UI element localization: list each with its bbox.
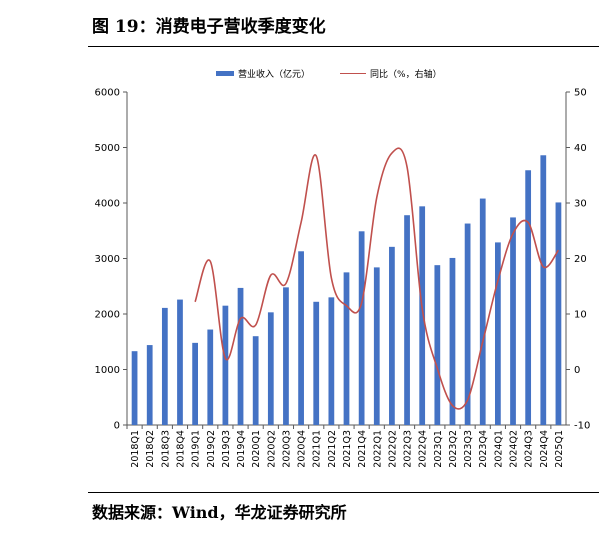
x-tick-label-2022Q4: 2022Q4: [418, 430, 429, 468]
legend-swatch-yoy: [340, 73, 367, 74]
bar-2024Q4: [540, 155, 547, 425]
legend: 营业收入（亿元） 同比（%，右轴）: [216, 67, 466, 80]
figure-title: 图 19：消费电子营收季度变化: [92, 17, 326, 37]
bar-2019Q3: [222, 305, 229, 425]
x-tick-label-2022Q1: 2022Q1: [372, 430, 383, 468]
bar-2020Q4: [298, 251, 304, 425]
bar-2018Q3: [161, 307, 168, 425]
left-tick-label-1: 1000: [95, 365, 120, 376]
x-tick-label-2019Q4: 2019Q4: [236, 430, 247, 468]
x-tick-label-2020Q2: 2020Q2: [266, 430, 277, 468]
x-tick-label-2023Q4: 2023Q4: [478, 430, 489, 468]
bar-2024Q3: [525, 170, 532, 425]
bar-2023Q1: [434, 265, 441, 425]
x-tick-label-2019Q2: 2019Q2: [206, 430, 217, 468]
right-tick-label-4: 30: [574, 199, 587, 210]
right-tick-label-0: -10: [574, 421, 590, 432]
legend-label-revenue: 营业收入（亿元）: [238, 70, 311, 80]
right-tick-label-5: 40: [574, 143, 587, 154]
bar-2025Q1: [555, 202, 562, 425]
x-tick-label-2022Q2: 2022Q2: [387, 430, 398, 468]
legend-item-revenue: 营业收入（亿元）: [216, 67, 310, 80]
bar-2022Q2: [389, 246, 395, 425]
left-tick-label-4: 4000: [95, 199, 120, 210]
x-tick-label-2021Q3: 2021Q3: [342, 430, 353, 468]
bar-2024Q2: [510, 217, 516, 425]
x-tick-label-2025Q1: 2025Q1: [554, 430, 565, 468]
x-tick-label-2020Q1: 2020Q1: [251, 430, 262, 468]
bar-2021Q1: [313, 301, 320, 425]
x-tick-label-2018Q3: 2018Q3: [160, 430, 171, 468]
x-tick-label-2024Q1: 2024Q1: [493, 430, 504, 468]
x-tick-label-2018Q4: 2018Q4: [175, 430, 186, 468]
x-tick-label-2020Q3: 2020Q3: [281, 430, 292, 468]
x-tick-label-2018Q1: 2018Q1: [130, 430, 141, 468]
bar-2023Q2: [449, 257, 456, 425]
bar-2020Q2: [267, 312, 274, 425]
x-tick-label-2023Q1: 2023Q1: [433, 430, 444, 468]
x-tick-label-2024Q2: 2024Q2: [509, 430, 520, 468]
x-tick-label-2019Q3: 2019Q3: [221, 430, 232, 468]
bar-2018Q2: [146, 345, 153, 425]
right-tick-label-3: 20: [574, 254, 587, 265]
top-rule: [88, 46, 599, 47]
bar-2022Q3: [404, 215, 410, 425]
right-tick-label-1: 0: [574, 365, 580, 376]
left-tick-label-2: 2000: [95, 310, 120, 321]
x-tick-label-2024Q3: 2024Q3: [524, 430, 535, 468]
bar-2022Q4: [419, 206, 426, 425]
bar-2023Q3: [464, 223, 471, 425]
bar-2022Q1: [373, 267, 380, 425]
x-tick-label-2023Q2: 2023Q2: [448, 430, 459, 468]
bar-2024Q1: [495, 242, 501, 425]
bar-2021Q2: [328, 297, 335, 425]
bar-2023Q4: [479, 198, 486, 425]
bar-2021Q4: [358, 231, 365, 425]
source-note: 数据来源：Wind，华龙证券研究所: [92, 503, 347, 522]
x-tick-label-2023Q3: 2023Q3: [463, 430, 474, 468]
bar-2020Q1: [252, 336, 259, 425]
bar-2019Q4: [237, 287, 244, 425]
bottom-rule: [88, 492, 599, 493]
legend-item-yoy: 同比（%，右轴）: [340, 67, 442, 80]
right-tick-label-6: 50: [574, 88, 587, 99]
legend-swatch-revenue: [216, 71, 234, 76]
legend-label-yoy: 同比（%，右轴）: [370, 70, 442, 80]
bar-2019Q1: [192, 342, 198, 425]
x-tick-label-2021Q1: 2021Q1: [312, 430, 323, 468]
bar-2018Q4: [177, 299, 183, 425]
bar-2019Q2: [207, 329, 214, 425]
x-tick-label-2019Q1: 2019Q1: [191, 430, 202, 468]
x-tick-label-2018Q2: 2018Q2: [145, 430, 156, 468]
x-tick-label-2021Q2: 2021Q2: [327, 430, 338, 468]
x-tick-label-2024Q4: 2024Q4: [539, 430, 550, 468]
x-tick-label-2021Q4: 2021Q4: [357, 430, 368, 468]
x-tick-label-2022Q3: 2022Q3: [403, 430, 414, 468]
left-tick-label-6: 6000: [95, 88, 120, 99]
left-tick-label-3: 3000: [95, 254, 120, 265]
right-tick-label-2: 10: [574, 310, 587, 321]
bar-2020Q3: [283, 287, 289, 425]
left-tick-label-5: 5000: [95, 143, 120, 154]
bar-2018Q1: [131, 351, 138, 425]
yoy-line: [194, 147, 560, 410]
left-tick-label-0: 0: [114, 421, 120, 432]
x-tick-label-2020Q4: 2020Q4: [297, 430, 308, 468]
bar-2021Q3: [343, 272, 350, 425]
